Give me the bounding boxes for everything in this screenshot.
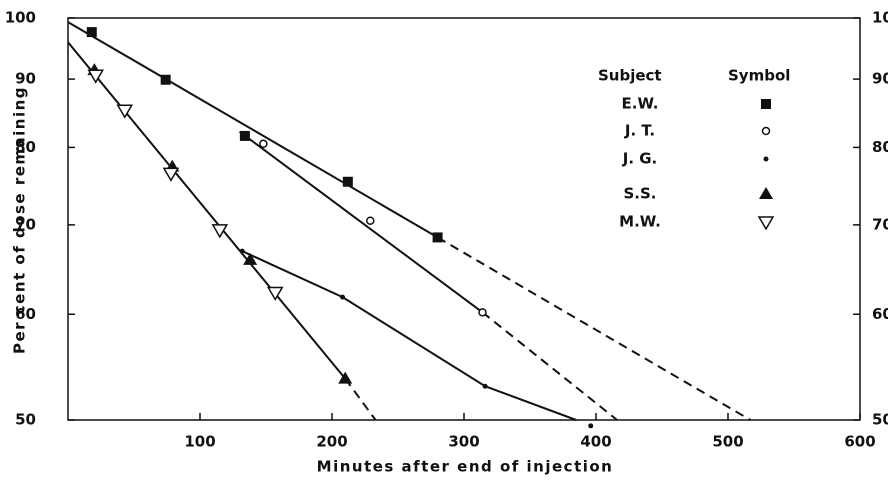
y-tick-label: 70 [15,215,36,233]
point [366,216,375,225]
point [116,104,134,119]
point [478,308,487,317]
legend-symbol [759,187,773,199]
point [243,252,258,265]
y-tick-label: 90 [872,70,888,88]
y-tick-label: 60 [15,305,36,323]
point [211,224,229,239]
extrapolation-line [437,236,751,421]
point [338,371,353,384]
y-tick-label: 80 [872,138,888,156]
point [87,69,105,84]
point [86,27,97,38]
legend-symbol [761,99,771,109]
x-axis-label: Minutes after end of injection [317,458,614,476]
point [482,383,488,389]
extrapolation-line [481,311,618,421]
fit-line [67,21,439,239]
point [432,232,443,243]
legend-label: J. T. [624,122,655,140]
legend-label: E.W. [622,95,659,113]
x-tick-label: 100 [184,433,215,451]
legend-label: S.S. [623,185,656,203]
point [259,139,268,149]
legend-symbol [761,126,771,136]
y-tick-label: 90 [15,70,36,88]
fit-line [67,41,346,380]
y-tick-label: 100 [872,9,888,27]
x-tick-label: 300 [448,433,479,451]
y-tick-label: 80 [15,138,36,156]
y-tick-label: 60 [872,305,888,323]
fit-line [239,130,484,314]
y-tick-label: 100 [5,9,36,27]
x-tick-label: 400 [580,433,611,451]
legend-symbol [763,156,769,162]
point [588,423,594,429]
point [160,74,171,85]
extrapolation-line [344,378,377,421]
legend-header: Subject [598,67,662,85]
y-tick-label: 50 [872,411,888,429]
point [162,167,180,182]
legend-symbol [757,216,775,231]
x-tick-label: 600 [844,433,875,451]
y-axis-label: Per cent of dose remaining [11,86,29,354]
y-tick-label: 50 [15,411,36,429]
x-tick-label: 500 [712,433,743,451]
legend-label: J. G. [622,150,658,168]
point [266,286,284,301]
legend-header: Symbol [728,67,790,85]
fit-line [241,250,577,421]
x-tick-label: 200 [316,433,347,451]
legend-label: M.W. [619,213,661,231]
y-tick-label: 70 [872,215,888,233]
point [340,294,346,300]
point [342,176,353,187]
